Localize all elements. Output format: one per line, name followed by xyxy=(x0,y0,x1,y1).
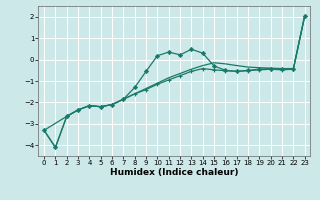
X-axis label: Humidex (Indice chaleur): Humidex (Indice chaleur) xyxy=(110,168,239,177)
